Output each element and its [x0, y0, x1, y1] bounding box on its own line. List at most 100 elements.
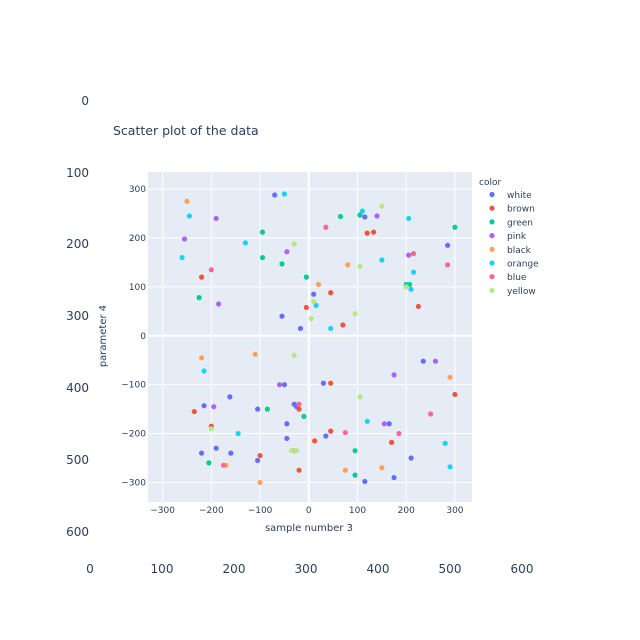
- data-point-pink: [211, 404, 217, 410]
- data-point-pink: [374, 213, 380, 219]
- data-point-white: [279, 313, 285, 319]
- data-point-yellow: [311, 298, 317, 305]
- legend-item-orange: orange: [507, 260, 539, 270]
- data-point-brown: [191, 408, 197, 415]
- outer-y-tick-label: 0: [81, 94, 89, 108]
- y-tick-label: −100: [121, 381, 146, 391]
- legend-item-yellow: yellow: [507, 287, 536, 297]
- data-point-white: [284, 421, 290, 427]
- data-point-yellow: [291, 241, 297, 247]
- data-point-blue: [342, 429, 348, 436]
- outer-y-tick-label: 400: [66, 381, 89, 395]
- data-point-yellow: [308, 316, 314, 322]
- x-axis-ticks: −300 −200 −100 0 100 200 300: [150, 506, 464, 516]
- data-point-black: [315, 281, 322, 288]
- data-point-yellow: [291, 352, 297, 358]
- data-point-pink: [284, 249, 290, 255]
- legend-marker-green: [489, 219, 495, 225]
- legend-item-green: green: [507, 218, 533, 228]
- data-point-white: [272, 192, 278, 198]
- data-point-pink: [276, 382, 283, 388]
- data-point-brown: [328, 380, 334, 386]
- x-tick-label: 100: [349, 506, 366, 516]
- data-point-white: [386, 421, 392, 427]
- chart-title: Scatter plot of the data: [113, 123, 259, 138]
- data-point-orange: [408, 286, 414, 292]
- legend-item-blue: blue: [507, 273, 527, 283]
- data-point-green: [452, 224, 458, 230]
- data-point-white: [408, 455, 414, 461]
- outer-y-tick-label: 500: [66, 453, 89, 467]
- data-point-brown: [389, 439, 395, 445]
- legend-item-pink: pink: [507, 232, 527, 242]
- data-points: [179, 191, 458, 486]
- legend-marker-pink: [489, 233, 495, 239]
- legend-marker-yellow: [489, 287, 495, 293]
- legend-marker-brown: [489, 205, 495, 211]
- data-point-green: [337, 213, 344, 220]
- data-point-green: [303, 274, 309, 280]
- data-point-pink: [391, 372, 397, 378]
- data-point-orange: [328, 325, 334, 332]
- data-point-pink: [432, 358, 439, 364]
- legend: color white brown green pink black orange blue…: [479, 178, 539, 297]
- data-point-white: [311, 291, 317, 297]
- data-point-brown: [415, 303, 422, 310]
- outer-x-tick-label: 100: [151, 562, 174, 576]
- data-point-brown: [328, 290, 334, 296]
- data-point-blue: [208, 267, 214, 273]
- y-tick-label: 0: [140, 332, 146, 342]
- data-point-pink: [381, 421, 387, 427]
- outer-x-tick-label: 500: [439, 562, 462, 576]
- data-point-brown: [312, 438, 318, 444]
- data-point-blue: [296, 401, 302, 407]
- data-point-orange: [442, 440, 448, 446]
- data-point-white: [362, 214, 368, 220]
- x-tick-label: −300: [150, 506, 175, 516]
- data-point-orange: [186, 213, 193, 219]
- x-tick-label: 300: [446, 506, 463, 516]
- data-point-white: [201, 403, 207, 409]
- data-point-green: [352, 472, 358, 478]
- data-point-white: [255, 406, 261, 412]
- data-point-brown: [364, 230, 370, 236]
- data-point-white: [391, 474, 397, 481]
- y-axis-ticks: −300 −200 −100 0 100 200 300: [121, 185, 146, 488]
- data-point-blue: [410, 251, 417, 257]
- data-point-yellow: [294, 448, 300, 454]
- outer-y-tick-label: 200: [66, 237, 89, 251]
- data-point-green: [301, 413, 307, 420]
- data-point-pink: [213, 215, 219, 222]
- outer-x-tick-label: 400: [367, 562, 390, 576]
- y-tick-label: 200: [129, 234, 146, 244]
- outer-x-tick-label: 600: [511, 562, 534, 576]
- data-point-pink: [406, 252, 412, 258]
- data-point-yellow: [208, 426, 214, 432]
- data-point-green: [357, 212, 363, 218]
- x-axis-label: sample number 3: [265, 523, 353, 534]
- data-point-brown: [198, 274, 205, 280]
- legend-title: color: [479, 178, 501, 188]
- data-point-yellow: [357, 394, 363, 400]
- legend-marker-orange: [489, 260, 495, 266]
- data-point-black: [345, 262, 351, 268]
- data-point-black: [342, 467, 348, 473]
- data-point-white: [284, 435, 290, 442]
- data-point-brown: [303, 304, 309, 311]
- data-point-black: [257, 479, 263, 486]
- data-point-orange: [281, 191, 288, 197]
- grid-lines: [148, 172, 472, 502]
- data-point-black: [184, 198, 190, 204]
- legend-marker-white: [489, 191, 495, 198]
- data-point-orange: [359, 208, 365, 214]
- data-point-yellow: [357, 263, 363, 269]
- outer-y-tick-label: 100: [66, 166, 89, 180]
- data-point-orange: [235, 430, 241, 437]
- x-tick-label: −200: [199, 506, 224, 516]
- legend-marker-blue: [489, 274, 495, 280]
- data-point-white: [198, 450, 205, 456]
- data-point-yellow: [403, 284, 409, 290]
- data-point-brown: [296, 406, 302, 412]
- data-point-brown: [296, 467, 302, 473]
- data-point-white: [281, 382, 288, 388]
